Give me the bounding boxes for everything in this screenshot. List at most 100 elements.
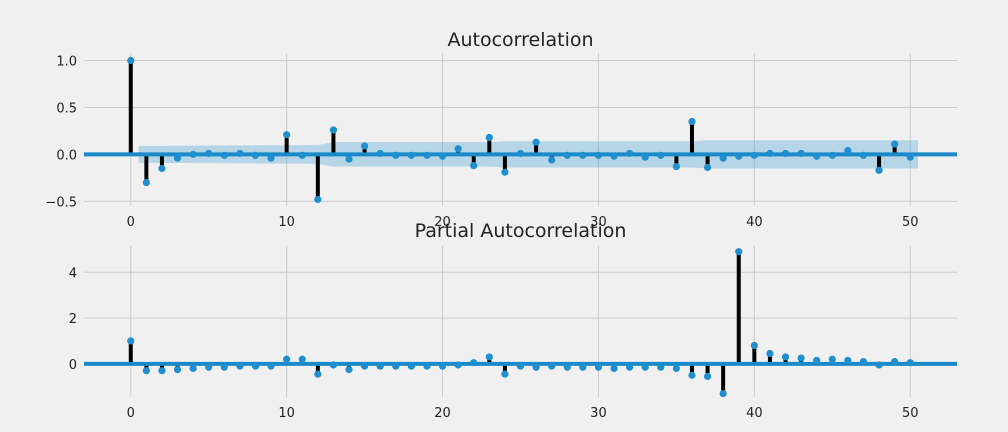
data-point	[719, 389, 727, 398]
data-point	[688, 371, 696, 379]
data-point	[220, 363, 228, 371]
autocorrelation-points	[127, 56, 914, 204]
data-point	[407, 362, 415, 370]
data-point	[220, 151, 228, 159]
autocorrelation-grid	[84, 53, 957, 206]
data-point	[875, 361, 883, 369]
data-point	[314, 195, 322, 204]
data-point	[641, 363, 649, 371]
data-point	[766, 349, 774, 358]
data-point	[251, 151, 260, 159]
data-point	[283, 355, 291, 363]
data-point	[454, 361, 462, 369]
x-tick-label: 30	[590, 215, 607, 230]
autocorrelation-x-tick-labels: 0 10 20 30 40 50	[127, 215, 919, 230]
data-point	[376, 362, 384, 370]
x-tick-label: 10	[278, 406, 295, 421]
x-tick-label: 50	[902, 406, 919, 421]
data-point	[844, 147, 852, 155]
data-point	[797, 354, 805, 362]
partial-autocorrelation-points	[127, 248, 914, 398]
x-tick-label: 20	[434, 215, 451, 230]
data-point	[423, 362, 431, 370]
data-point	[672, 364, 680, 373]
data-point	[657, 363, 665, 371]
data-point	[251, 362, 260, 370]
data-point	[236, 362, 244, 370]
data-point	[844, 356, 852, 364]
data-point	[735, 152, 743, 160]
data-point	[797, 149, 805, 158]
partial-autocorrelation-panel: 0 10 20 30 40 50 0 2 4 Partial Autocorrelation	[69, 220, 957, 421]
x-tick-label: 0	[127, 406, 135, 421]
data-point	[158, 367, 166, 375]
data-point	[579, 151, 587, 159]
data-point	[891, 357, 899, 366]
y-tick-label: 2	[69, 312, 77, 327]
data-point	[205, 149, 213, 158]
data-point	[142, 367, 150, 375]
data-point	[267, 362, 275, 370]
data-point	[236, 149, 244, 158]
data-point	[392, 151, 400, 159]
data-point	[750, 151, 758, 159]
data-point	[548, 362, 556, 370]
data-point	[703, 372, 712, 381]
data-point	[501, 168, 509, 176]
data-point	[610, 152, 618, 160]
data-point	[423, 151, 431, 159]
data-point	[470, 162, 478, 170]
data-point	[205, 363, 213, 371]
data-point	[813, 356, 821, 364]
data-point	[594, 363, 603, 371]
data-point	[438, 152, 447, 160]
data-point	[875, 166, 883, 174]
data-point	[563, 363, 571, 371]
x-tick-label: 40	[746, 215, 763, 230]
data-point	[641, 153, 649, 161]
data-point	[859, 151, 868, 159]
y-tick-label: 4	[69, 266, 77, 281]
data-point	[329, 126, 338, 134]
data-point	[579, 363, 587, 371]
data-point	[173, 154, 182, 162]
data-point	[392, 362, 400, 370]
data-point	[828, 151, 836, 159]
data-point	[485, 353, 493, 361]
x-tick-label: 30	[590, 406, 607, 421]
data-point	[626, 363, 634, 371]
data-point	[345, 365, 353, 374]
data-point	[766, 149, 774, 158]
data-point	[516, 149, 525, 158]
data-point	[813, 152, 821, 160]
data-point	[158, 164, 166, 173]
data-point	[891, 140, 899, 148]
data-point	[906, 359, 914, 367]
data-point	[485, 133, 493, 142]
autocorrelation-plot-area	[84, 53, 957, 206]
data-point	[532, 138, 540, 146]
data-point	[376, 149, 384, 158]
data-point	[594, 151, 603, 159]
data-point	[454, 145, 462, 153]
y-tick-label: 1.0	[56, 55, 77, 70]
partial-autocorrelation-y-tick-labels: 0 2 4	[69, 266, 77, 373]
data-point	[906, 153, 914, 161]
data-point	[298, 355, 306, 363]
data-point	[672, 162, 680, 171]
data-point	[361, 362, 369, 370]
data-point	[470, 359, 478, 367]
autocorrelation-title: Autocorrelation	[447, 29, 593, 51]
data-point	[407, 151, 415, 159]
data-point	[626, 149, 634, 158]
y-tick-label: 0.0	[56, 148, 77, 163]
data-point	[657, 151, 665, 159]
y-tick-label: −0.5	[45, 195, 77, 210]
autocorrelation-y-tick-labels: −0.5 0.0 0.5 1.0	[45, 55, 77, 211]
data-point	[501, 370, 509, 378]
data-point	[127, 56, 135, 65]
data-point	[283, 131, 291, 139]
data-point	[532, 363, 540, 371]
data-point	[781, 149, 790, 158]
